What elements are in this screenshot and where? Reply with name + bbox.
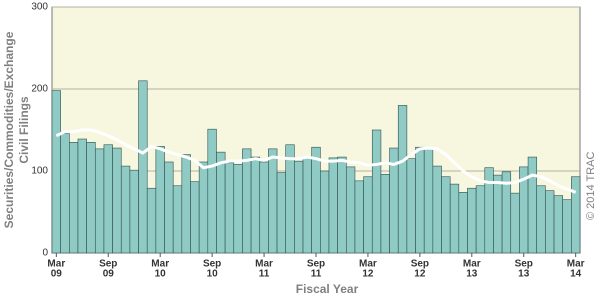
bar — [129, 169, 139, 254]
x-tick-label: Mar — [47, 259, 65, 270]
trend-line — [55, 128, 577, 194]
bar — [190, 181, 200, 254]
x-tick-label: Mar — [151, 259, 169, 270]
bar — [311, 146, 321, 254]
y-axis-label: Securities/Commodities/Exchange — [2, 31, 16, 228]
bar — [354, 180, 364, 254]
bar — [475, 185, 486, 254]
x-tick-label: 11 — [259, 269, 270, 280]
bar — [112, 147, 122, 254]
x-tick-label: Sep — [411, 259, 429, 270]
bar — [103, 144, 113, 254]
y-tick-label: 100 — [31, 166, 48, 177]
x-tick-label: 12 — [414, 269, 426, 280]
bar — [536, 185, 546, 254]
y-tick-label: 0 — [42, 248, 48, 259]
x-tick-label: Sep — [307, 259, 325, 270]
y-tick-label: 200 — [31, 84, 48, 95]
x-tick-label: Sep — [99, 259, 117, 270]
x-tick-label: 09 — [51, 269, 63, 280]
bar — [302, 157, 312, 254]
bar — [449, 183, 460, 254]
bar — [294, 160, 304, 254]
bar — [432, 165, 442, 254]
bar — [198, 161, 209, 254]
x-tick-label: Mar — [567, 259, 585, 270]
bar — [441, 176, 451, 254]
y-axis-label: Civil Filings — [17, 96, 31, 164]
x-tick-label: Mar — [359, 259, 377, 270]
bar — [268, 148, 278, 254]
bar — [467, 187, 477, 254]
bar — [242, 148, 252, 254]
bar — [458, 192, 468, 254]
bar — [146, 187, 157, 254]
bar — [363, 176, 373, 254]
bar — [415, 146, 425, 254]
bar — [345, 166, 356, 254]
bar — [562, 199, 572, 254]
x-tick-label: Mar — [463, 259, 481, 270]
x-tick-label: 13 — [518, 269, 530, 280]
x-tick-label: 12 — [362, 269, 374, 280]
bar — [553, 195, 563, 254]
x-tick-label: 14 — [570, 269, 582, 280]
x-tick-label: 11 — [311, 269, 322, 280]
bar — [423, 147, 434, 254]
bar — [94, 148, 105, 254]
x-tick-label: 09 — [103, 269, 115, 280]
x-axis-label: Fiscal Year — [296, 282, 359, 296]
bar — [155, 146, 165, 254]
x-tick-label: 10 — [155, 269, 167, 280]
x-tick-label: Sep — [203, 259, 221, 270]
bar — [545, 190, 555, 254]
bar — [276, 172, 287, 254]
copyright: © 2014 TRAC — [585, 152, 597, 220]
bar — [285, 144, 295, 254]
bar — [69, 142, 79, 254]
bar — [380, 173, 390, 254]
y-tick-label: 300 — [31, 2, 48, 13]
x-tick-label: Sep — [515, 259, 533, 270]
bar — [86, 142, 96, 254]
bar — [207, 128, 217, 254]
bar — [371, 129, 382, 254]
bar — [527, 156, 538, 254]
bar — [216, 151, 226, 254]
bar — [337, 156, 347, 254]
bar — [406, 158, 416, 254]
bar — [120, 165, 131, 254]
bar — [138, 80, 148, 254]
bar — [250, 156, 261, 254]
bar — [181, 154, 191, 254]
bar — [259, 161, 269, 254]
x-tick-label: Mar — [255, 259, 273, 270]
bar — [328, 157, 338, 254]
x-tick-label: 13 — [466, 269, 478, 280]
bar — [320, 170, 330, 254]
bar — [77, 138, 87, 254]
bar — [510, 192, 520, 254]
bar — [493, 174, 503, 254]
bar — [233, 164, 243, 254]
x-tick-label: 10 — [207, 269, 219, 280]
bar — [51, 90, 61, 254]
bar — [172, 185, 183, 254]
bar — [60, 132, 70, 254]
bar — [164, 161, 174, 254]
bar — [571, 176, 581, 254]
bar — [397, 105, 408, 254]
bar — [224, 162, 235, 254]
